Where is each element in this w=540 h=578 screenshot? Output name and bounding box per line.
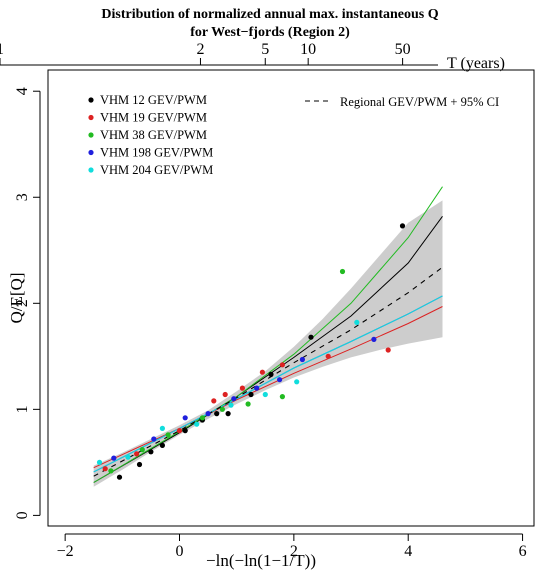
legend-marker-3	[88, 149, 94, 156]
data-point-0-4	[182, 428, 188, 434]
data-point-2-7	[339, 268, 346, 275]
data-point-0-3	[159, 442, 165, 448]
y-tick-label: 2	[14, 299, 31, 307]
data-point-3-4	[231, 396, 237, 402]
data-point-2-6	[279, 394, 285, 400]
data-point-0-0	[116, 474, 123, 480]
data-point-4-3	[194, 421, 200, 427]
x-axis-label: −ln(−ln(1−1/T))	[206, 551, 316, 570]
data-point-4-6	[294, 379, 300, 385]
legend-label-4: VHM 204 GEV/PWM	[100, 163, 213, 177]
y-tick-label: 1	[14, 405, 31, 413]
data-point-3-2	[182, 415, 188, 421]
series-line-5	[93, 266, 443, 477]
data-point-1-2	[176, 428, 183, 434]
x-tick-label: 6	[519, 543, 527, 560]
data-point-0-1	[136, 461, 143, 468]
data-point-3-1	[151, 436, 157, 442]
data-point-3-8	[371, 336, 377, 342]
data-point-4-7	[354, 319, 360, 325]
legend-marker-4	[88, 167, 94, 173]
top-axis-label: T (years)	[447, 55, 505, 72]
data-point-1-3	[211, 398, 217, 404]
data-point-0-9	[268, 371, 274, 377]
data-point-4-5	[262, 391, 268, 398]
x-tick-label: 2	[290, 543, 298, 560]
y-axis-label: Q/E[Q]	[7, 273, 26, 324]
x-tick-label: 4	[404, 543, 412, 560]
top-tick-label: 10	[300, 41, 316, 58]
x-tick-label: −2	[57, 543, 74, 560]
top-tick-label: 50	[395, 41, 411, 58]
x-tick-label: 0	[176, 543, 184, 560]
legend-label-3: VHM 198 GEV/PWM	[100, 146, 213, 160]
data-point-3-0	[111, 455, 117, 461]
data-point-0-10	[308, 334, 314, 340]
data-point-4-2	[159, 425, 165, 431]
data-point-1-0	[102, 466, 108, 472]
data-point-0-8	[248, 391, 254, 398]
top-tick-label: 1	[0, 41, 4, 58]
y-tick-label: 3	[14, 193, 31, 201]
chart-title: Distribution of normalized annual max. i…	[101, 7, 439, 22]
data-point-2-4	[219, 406, 225, 412]
data-point-1-6	[259, 369, 265, 375]
data-point-1-4	[222, 391, 228, 398]
data-point-4-1	[125, 454, 131, 460]
data-point-1-9	[385, 347, 391, 353]
data-point-3-3	[205, 411, 211, 417]
legend-label-0: VHM 12 GEV/PWM	[100, 93, 207, 107]
data-point-0-2	[148, 449, 154, 455]
data-point-2-2	[165, 432, 171, 438]
data-point-1-1	[134, 451, 140, 457]
legend-marker-2	[88, 132, 94, 138]
data-point-2-5	[245, 401, 251, 407]
data-point-0-6	[214, 411, 220, 417]
data-point-4-4	[228, 402, 234, 408]
chart-subtitle: for West−fjords (Region 2)	[190, 25, 350, 40]
data-point-2-3	[199, 415, 205, 421]
legend-marker-0	[88, 97, 94, 103]
data-point-2-1	[139, 447, 145, 453]
legend-label-2: VHM 38 GEV/PWM	[100, 128, 207, 142]
data-point-0-11	[399, 223, 406, 229]
data-point-2-0	[108, 468, 114, 474]
data-point-0-7	[225, 411, 231, 417]
top-tick-label: 5	[261, 41, 269, 58]
data-point-1-8	[325, 353, 331, 359]
regional-legend-label: Regional GEV/PWM + 95% CI	[340, 95, 499, 109]
data-point-1-5	[239, 385, 245, 391]
top-tick-label: 2	[196, 41, 204, 58]
y-tick-label: 4	[14, 87, 31, 95]
data-point-3-5	[254, 385, 260, 391]
plot-frame	[47, 69, 535, 527]
data-point-3-7	[299, 356, 305, 363]
data-point-1-7	[279, 362, 285, 368]
data-point-4-0	[96, 459, 103, 465]
legend-label-1: VHM 19 GEV/PWM	[100, 111, 207, 125]
legend-marker-1	[88, 114, 94, 121]
data-point-3-6	[277, 377, 283, 383]
y-tick-label: 0	[14, 511, 31, 519]
